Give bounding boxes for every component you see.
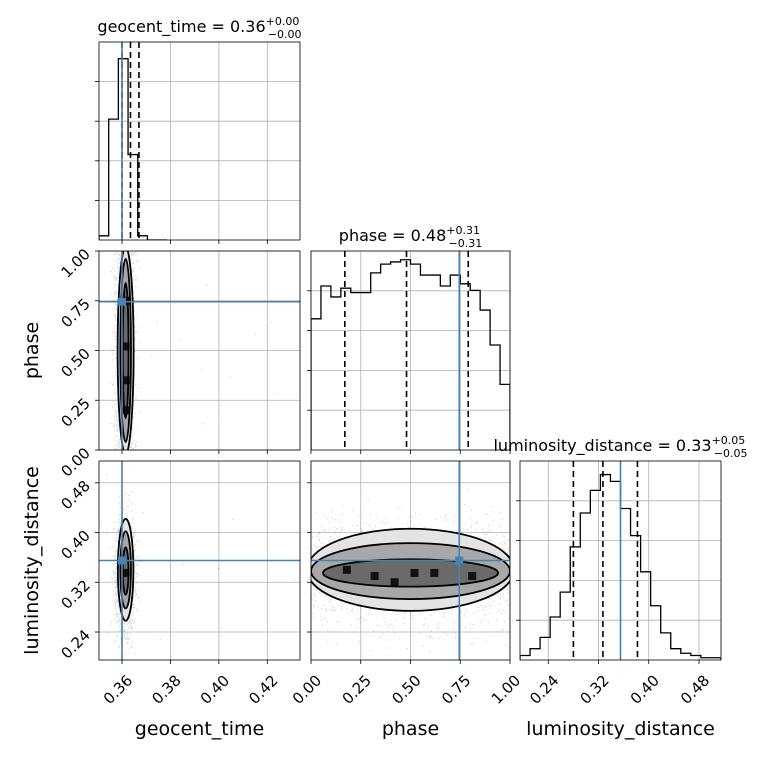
density-cell [121, 342, 130, 351]
density-cell [121, 568, 130, 577]
histogram-step-geocent_time [99, 58, 167, 240]
x-tick-label: 0.50 [388, 672, 424, 708]
y-tick-label: 0.40 [57, 527, 93, 563]
density-cell [121, 376, 130, 385]
y-tick-label: 0.00 [57, 444, 93, 480]
y-axis-label-phase: phase [21, 322, 43, 379]
density-cell [390, 578, 399, 587]
density-cell [468, 572, 477, 581]
contour-line [116, 251, 135, 450]
x-tick-label: 0.40 [627, 672, 663, 708]
title-geocent_time: geocent_time = 0.36+0.00 −0.00 [97, 15, 301, 41]
axes-frame [519, 460, 722, 661]
density-cell [410, 568, 419, 577]
x-tick-label: 0.40 [197, 672, 233, 708]
title-phase: phase = 0.48+0.31 −0.31 [339, 224, 482, 250]
x-tick-label: 0.25 [339, 672, 375, 708]
y-tick-label: 0.50 [57, 345, 93, 381]
contour-line [116, 517, 135, 622]
y-tick-label: 0.25 [57, 394, 93, 430]
density-cell [430, 568, 439, 577]
x-tick-label: 0.00 [289, 672, 325, 708]
marginal-phase: phase = 0.48+0.31 −0.31 [307, 224, 511, 454]
y-axis-label-luminosity_distance: luminosity_distance [21, 466, 43, 655]
histogram-step-phase [311, 259, 510, 450]
x-tick-label: 0.42 [245, 672, 281, 708]
x-tick-label: 0.38 [148, 672, 184, 708]
axes-frame [98, 460, 301, 661]
x-tick-label: 0.24 [526, 672, 562, 708]
y-tick-label: 0.75 [57, 295, 93, 331]
contour-line [311, 542, 510, 600]
contour-line [311, 527, 510, 612]
pair-phase-luminosity_distance [307, 460, 511, 664]
x-tick-label: 0.75 [438, 672, 474, 708]
x-tick-label: 1.00 [488, 672, 524, 708]
contour-line [322, 558, 499, 588]
title-luminosity_distance: luminosity_distance = 0.33+0.05 −0.05 [493, 434, 747, 460]
density-cell [370, 572, 379, 581]
x-tick-label: 0.36 [100, 672, 136, 708]
x-axis-label-geocent_time: geocent_time [135, 718, 264, 740]
contour-line [119, 530, 132, 610]
density-cell [121, 406, 130, 415]
pair-geocent_time-phase [95, 250, 301, 454]
y-tick-label: 1.00 [57, 245, 93, 281]
x-axis-label-phase: phase [382, 718, 439, 740]
x-tick-label: 0.32 [576, 672, 612, 708]
marginal-luminosity_distance: luminosity_distance = 0.33+0.05 −0.05 [493, 434, 748, 664]
y-tick-label: 0.32 [57, 576, 93, 612]
x-axis-label-luminosity_distance: luminosity_distance [526, 718, 715, 740]
density-cell [342, 565, 351, 574]
y-tick-label: 0.48 [57, 477, 93, 513]
axes-frame [98, 41, 301, 241]
pair-geocent_time-luminosity_distance [95, 460, 301, 664]
y-tick-label: 0.24 [57, 626, 93, 662]
marginal-geocent_time: geocent_time = 0.36+0.00 −0.00 [95, 15, 302, 244]
contour-line [119, 258, 132, 443]
x-tick-label: 0.48 [677, 672, 713, 708]
